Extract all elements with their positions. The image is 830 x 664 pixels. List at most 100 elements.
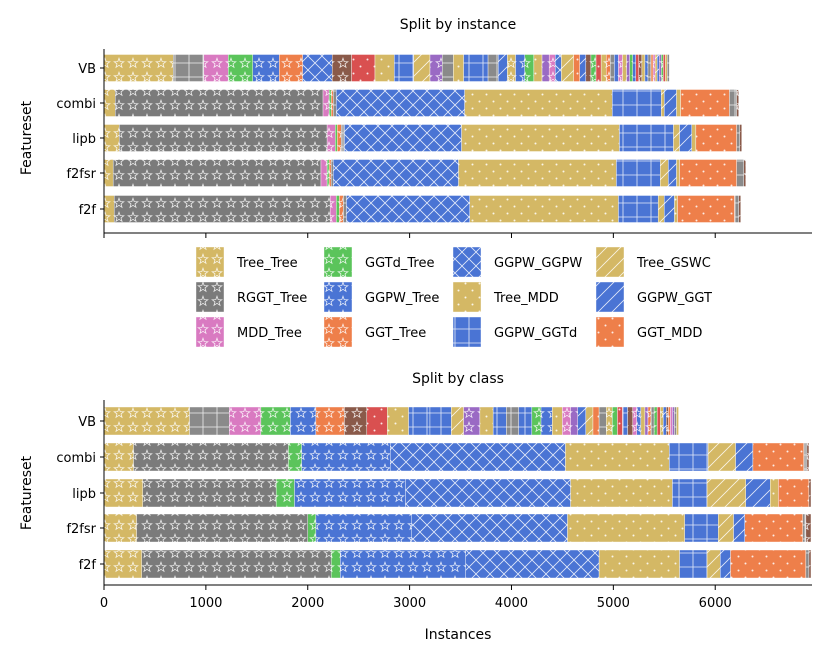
bar-segment-VB-Tree_Tree: [103, 406, 190, 436]
bar-segment-combi-Tree_MDD: [565, 442, 670, 472]
bar-segment-f2f-GGTd_Tree: [336, 195, 340, 223]
bar-segment-combi-Tree_GSWC: [661, 89, 665, 117]
legend-swatch-Tree_Tree: [195, 246, 225, 278]
bar-segment-lipb-GGTd_Tree: [335, 124, 338, 152]
bar-segment-VB-misc_red: [351, 54, 376, 82]
bar-segment-lipb-GGPW_GGTd: [672, 478, 708, 508]
bar-segment-VB-misc_red: [656, 406, 661, 436]
bar-segment-f2fsr-Tree_MDD: [567, 513, 685, 543]
bar-segment-VB-GGT_MDD: [668, 406, 671, 436]
bar-segment-combi-GGPW_GGT: [735, 442, 754, 472]
bar-segment-VB-misc_brown: [331, 54, 352, 82]
bar-segment-lipb-GGPW_GGT: [745, 478, 771, 508]
bar-segment-VB-GGPW_GGPW: [302, 54, 333, 82]
bar-segment-f2f-Tree_MDD: [598, 549, 680, 579]
x-tick-label-2000: 2000: [291, 596, 324, 611]
bar-segment-VB-misc_brown: [627, 406, 633, 436]
bar-segment-VB-GGTd_Tree: [612, 406, 618, 436]
bar-segment-combi-GGPW_Tree: [301, 442, 391, 472]
bar-segment-VB-GGPW_GGPW: [555, 54, 562, 82]
bar-segment-VB-GGT_MDD: [650, 54, 654, 82]
bar-segment-combi-MDD_Tree: [322, 89, 330, 117]
legend-label-Tree_Tree: Tree_Tree: [236, 256, 298, 271]
bar-segment-VB-misc_gray: [487, 54, 499, 82]
bar-segment-VB-Tree_Tree: [600, 54, 607, 82]
chart-title-instance: Split by instance: [400, 17, 516, 33]
bar-segment-combi-GGPW_GGT: [664, 89, 677, 117]
bar-segment-f2f-RGGT_Tree: [141, 549, 332, 579]
bar-segment-VB-misc_purple: [644, 406, 649, 436]
bar-segment-lipb-misc_brown: [739, 124, 742, 152]
bar-segment-VB-GGPW_GGTd: [492, 406, 507, 436]
legend-swatch-Tree_GSWC: [595, 246, 625, 278]
bar-segment-VB-GGPW_Tree: [644, 54, 649, 82]
bar-segment-f2fsr-GGTd_Tree: [326, 159, 330, 187]
bar-segment-VB-misc_gray: [506, 406, 519, 436]
y-tick-label-f2f: f2f: [79, 203, 97, 218]
bar-segment-f2fsr-misc_gray: [802, 513, 807, 543]
bar-segment-VB-GGPW_GGT: [656, 54, 660, 82]
bar-segment-VB-Tree_MDD: [665, 54, 668, 82]
bar-segment-combi-misc_brown: [806, 442, 810, 472]
bar-segment-VB-Tree_MDD: [676, 406, 679, 436]
bar-segment-VB-misc_red: [366, 406, 388, 436]
bars-instance: [103, 54, 746, 223]
bar-segment-VB-misc_gray: [610, 54, 615, 82]
y-tick-label-VB: VB: [78, 62, 96, 77]
legend-swatch-GGT_MDD: [595, 316, 625, 348]
bar-segment-VB-GGPW_Tree: [636, 406, 642, 436]
panel-split-by-instance: Split by instance Featureset VB combi lipb…: [19, 17, 812, 238]
legend-label-GGT_MDD: GGT_MDD: [637, 326, 702, 341]
bar-segment-VB-GGPW_GGT: [498, 54, 508, 82]
bar-segment-VB-misc_purple: [541, 54, 550, 82]
x-ticks-instance: [103, 233, 716, 238]
bar-segment-lipb-RGGT_Tree: [119, 124, 328, 152]
bar-segment-f2f-GGPW_GGT: [720, 549, 731, 579]
x-axis-label-class: Instances: [425, 627, 492, 643]
bar-segment-f2f-MDD_Tree: [329, 195, 337, 223]
bar-segment-VB-GGPW_Tree: [515, 54, 525, 82]
y-tick-label-VB: VB: [78, 415, 96, 430]
bar-segment-VB-MDD_Tree: [618, 54, 623, 82]
legend-swatch-GGT_Tree: [323, 316, 353, 348]
bar-segment-VB-GGPW_GGT: [579, 54, 587, 82]
bar-segment-combi-GGT_Tree: [330, 89, 334, 117]
bar-segment-VB-GGPW_GGTd: [429, 406, 452, 436]
legend-swatch-GGPW_Tree: [323, 281, 353, 313]
bar-segment-combi-GGPW_GGTd: [612, 89, 662, 117]
x-tick-label-3000: 3000: [393, 596, 426, 611]
bar-segment-f2f-GGPW_GGT: [664, 195, 675, 223]
bar-segment-VB-Tree_Tree: [641, 54, 646, 82]
bar-segment-VB-GGT_MDD: [573, 54, 580, 82]
bar-segment-f2f-GGT_MDD: [730, 549, 807, 579]
bar-segment-lipb-Tree_MDD: [691, 124, 697, 152]
bar-segment-lipb-misc_gray: [341, 124, 345, 152]
bar-segment-VB-GGPW_GGTd: [394, 54, 414, 82]
bar-segment-VB-misc_gray: [189, 406, 230, 436]
bar-segment-f2fsr-Tree_GSWC: [718, 513, 734, 543]
bar-segment-f2f-RGGT_Tree: [113, 195, 331, 223]
bar-segment-combi-Tree_MDD: [676, 89, 681, 117]
bar-segment-lipb-Tree_GSWC: [673, 124, 680, 152]
y-tick-label-lipb: lipb: [72, 132, 96, 147]
bar-segment-f2f-misc_brown: [808, 549, 812, 579]
bar-segment-f2f-misc_brown: [738, 195, 741, 223]
bar-segment-VB-GGPW_Tree: [540, 406, 553, 436]
bar-segment-combi-GGTd_Tree: [328, 89, 332, 117]
bar-segment-VB-GGTd_Tree: [661, 54, 664, 82]
bar-segment-VB-Tree_MDD: [622, 54, 627, 82]
bar-segment-f2f-GGPW_GGPW: [465, 549, 600, 579]
bar-segment-VB-misc_purple: [658, 54, 662, 82]
legend-swatch-MDD_Tree: [195, 316, 225, 348]
bar-segment-VB-GGPW_GGTd: [408, 406, 431, 436]
bar-segment-combi-misc_gray: [729, 89, 737, 117]
bar-segment-f2fsr-GGPW_GGPW: [333, 159, 459, 187]
bar-segment-VB-GGPW_GGTd: [632, 54, 636, 82]
bar-segment-VB-Tree_Tree: [660, 406, 664, 436]
bar-segment-f2fsr-MDD_Tree: [320, 159, 328, 187]
bar-segment-lipb-Tree_GSWC: [706, 478, 746, 508]
y-tick-label-lipb: lipb: [72, 487, 96, 502]
y-axis-label-class: Featureset: [19, 455, 35, 530]
legend-swatch-GGPW_GGTd: [452, 316, 482, 348]
